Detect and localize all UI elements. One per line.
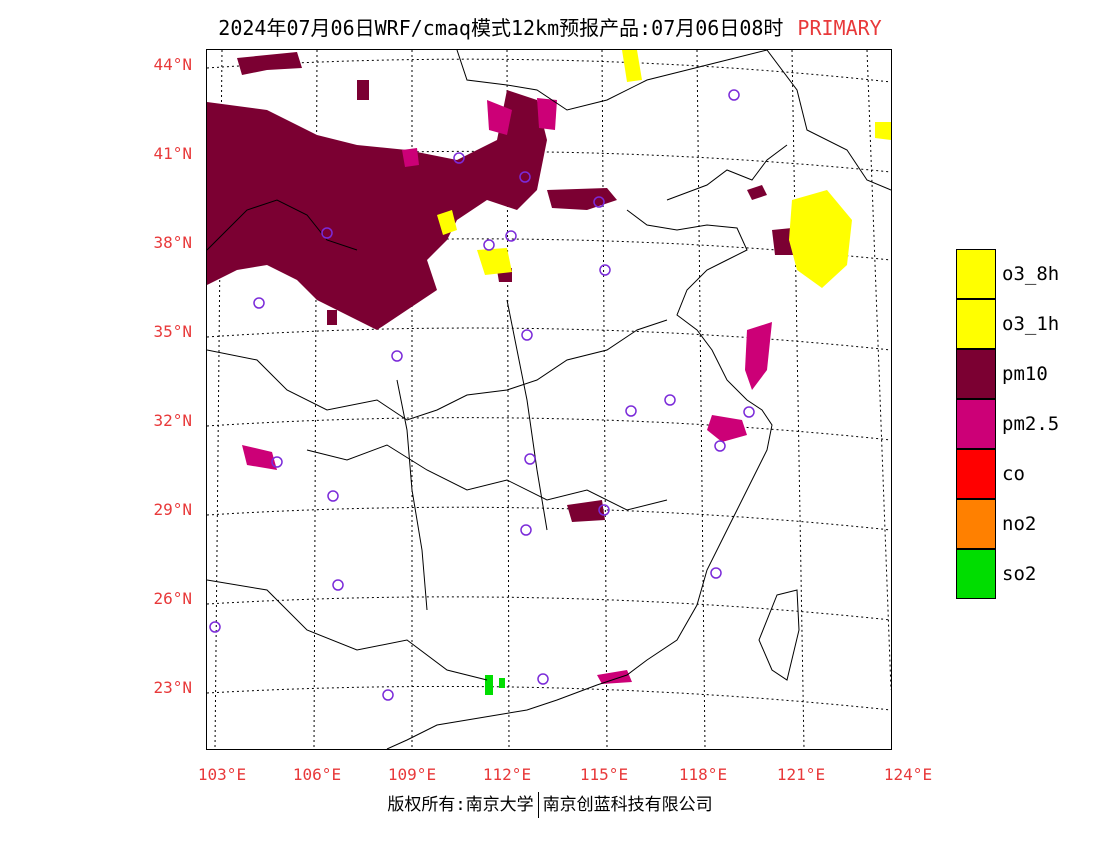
copyright-separator	[537, 792, 539, 818]
legend-label: no2	[1002, 513, 1037, 535]
legend-swatch	[956, 449, 996, 499]
legend-swatch	[956, 549, 996, 599]
lat-label-41: 41°N	[153, 144, 192, 163]
lat-label-23: 23°N	[153, 678, 192, 697]
copyright: 版权所有:南京大学 南京创蓝科技有限公司	[0, 790, 1100, 818]
lon-label-124: 124°E	[883, 765, 933, 784]
lat-label-32: 32°N	[153, 411, 192, 430]
lon-label-121: 121°E	[776, 765, 826, 784]
legend-label: o3_8h	[1002, 263, 1060, 285]
lon-label-106: 106°E	[292, 765, 342, 784]
o3-regions	[437, 50, 891, 288]
copyright-right: 南京创蓝科技有限公司	[542, 795, 713, 815]
lon-label-112: 112°E	[482, 765, 532, 784]
legend-swatch	[956, 399, 996, 449]
station-markers	[209, 89, 755, 701]
lon-label-103: 103°E	[197, 765, 247, 784]
primary-tag: PRIMARY	[797, 16, 882, 40]
lat-label-44: 44°N	[153, 55, 192, 74]
boundaries	[207, 50, 891, 749]
so2-regions	[485, 675, 505, 695]
legend-swatch	[956, 499, 996, 549]
title-text: 2024年07月06日WRF/cmaq模式12km预报产品:07月06日08时	[218, 16, 784, 40]
legend-label: so2	[1002, 563, 1037, 585]
pm10-regions	[207, 52, 795, 522]
legend-label: pm2.5	[1002, 413, 1060, 435]
lon-label-118: 118°E	[678, 765, 728, 784]
lat-label-35: 35°N	[153, 322, 192, 341]
legend-label: pm10	[1002, 363, 1048, 385]
pollution-map	[206, 49, 892, 750]
legend-swatch	[956, 349, 996, 399]
lon-label-115: 115°E	[579, 765, 629, 784]
legend-swatch	[956, 299, 996, 349]
lat-label-38: 38°N	[153, 233, 192, 252]
map-canvas	[207, 50, 891, 749]
lat-label-29: 29°N	[153, 500, 192, 519]
lat-label-26: 26°N	[153, 589, 192, 608]
pm2-5-regions	[242, 98, 772, 684]
legend-label: co	[1002, 463, 1025, 485]
copyright-left: 版权所有:南京大学	[387, 795, 534, 815]
legend-label: o3_1h	[1002, 313, 1060, 335]
lon-label-109: 109°E	[387, 765, 437, 784]
map-title: 2024年07月06日WRF/cmaq模式12km预报产品:07月06日08时 P…	[0, 12, 1100, 41]
legend-swatch	[956, 249, 996, 299]
